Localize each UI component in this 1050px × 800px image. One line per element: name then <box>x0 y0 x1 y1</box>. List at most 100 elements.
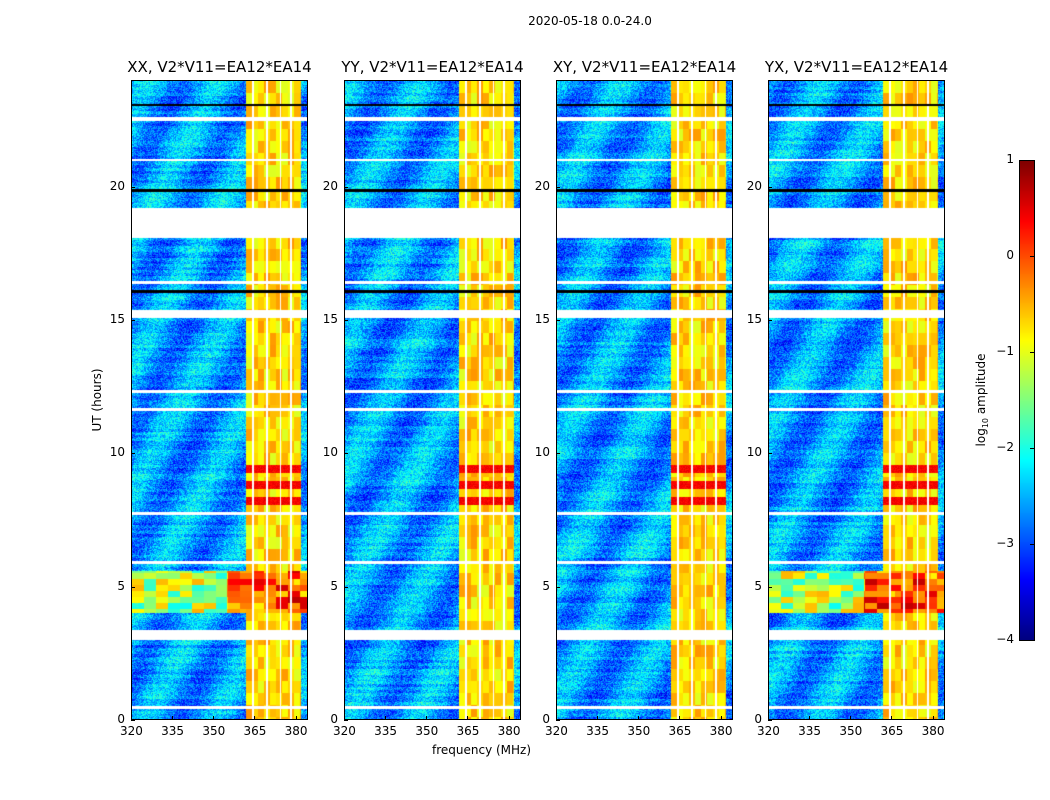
y-tick-label: 0 <box>117 712 125 726</box>
x-tick-mark <box>809 716 811 720</box>
y-tick-mark <box>768 720 772 721</box>
y-tick-label: 0 <box>754 712 762 726</box>
x-tick-mark <box>295 716 297 720</box>
heatmap-panel-xx <box>131 80 308 720</box>
x-tick-mark <box>891 716 893 720</box>
x-tick-label: 320 <box>120 724 143 738</box>
x-tick-label: 350 <box>415 724 439 738</box>
y-tick-mark <box>556 186 560 188</box>
x-tick-label: 320 <box>757 724 780 738</box>
x-tick-label: 350 <box>202 724 226 738</box>
y-tick-label: 15 <box>109 312 125 326</box>
y-tick-label: 0 <box>330 712 338 726</box>
y-tick-label: 0 <box>542 712 550 726</box>
y-tick-mark <box>556 453 560 455</box>
y-tick-label: 15 <box>534 312 550 326</box>
x-tick-mark <box>679 716 681 720</box>
x-tick-label: 380 <box>921 724 945 738</box>
y-tick-label: 5 <box>542 578 550 593</box>
x-tick-mark <box>932 716 934 720</box>
x-axis-label: frequency (MHz) <box>432 743 532 757</box>
colorbar-tick-label: 1 <box>1006 152 1014 166</box>
colorbar-tick-label: −2 <box>996 440 1014 454</box>
x-tick-label: 365 <box>668 724 692 738</box>
y-tick-mark <box>344 186 348 188</box>
x-tick-label: 380 <box>709 724 733 738</box>
x-tick-mark <box>344 716 345 720</box>
heatmap-panel-xy <box>556 80 733 720</box>
y-tick-mark <box>556 320 560 321</box>
y-tick-mark <box>768 320 772 321</box>
colorbar-tick-mark <box>1030 160 1034 161</box>
panel-title: XX, V2*V11=EA12*EA14 <box>127 58 312 76</box>
colorbar-label: log10 amplitude <box>973 353 991 447</box>
y-tick-label: 20 <box>109 178 125 193</box>
colorbar-tick-label: −1 <box>996 344 1014 358</box>
colorbar-tick-mark <box>1030 544 1034 545</box>
y-tick-mark <box>344 720 348 721</box>
x-tick-label: 380 <box>284 724 308 738</box>
y-tick-mark <box>131 586 135 588</box>
colorbar <box>1019 160 1035 641</box>
x-tick-label: 350 <box>839 724 863 738</box>
x-tick-label: 335 <box>161 724 185 738</box>
x-tick-mark <box>556 716 557 720</box>
panel-title: YX, V2*V11=EA12*EA14 <box>764 58 949 76</box>
y-tick-mark <box>556 720 560 721</box>
heatmap-panel-yy <box>344 80 521 720</box>
colorbar-tick-label: −3 <box>996 536 1014 550</box>
y-tick-label: 10 <box>322 445 338 460</box>
x-tick-label: 380 <box>497 724 521 738</box>
y-tick-mark <box>344 320 348 321</box>
x-tick-mark <box>172 716 174 720</box>
y-tick-mark <box>131 453 135 455</box>
y-tick-label: 10 <box>534 445 550 460</box>
heatmap-image <box>132 81 307 719</box>
y-tick-label: 10 <box>746 445 762 460</box>
x-tick-label: 350 <box>627 724 651 738</box>
colorbar-tick-label: −4 <box>996 632 1014 646</box>
y-tick-label: 5 <box>330 578 338 593</box>
x-tick-mark <box>768 716 769 720</box>
y-tick-label: 15 <box>746 312 762 326</box>
x-tick-mark <box>720 716 722 720</box>
x-tick-label: 365 <box>243 724 267 738</box>
panel-title: YY, V2*V11=EA12*EA14 <box>341 58 524 76</box>
panel-title: XY, V2*V11=EA12*EA14 <box>552 58 737 76</box>
colorbar-tick-mark <box>1030 448 1034 449</box>
colorbar-tick-mark <box>1030 352 1034 353</box>
x-tick-label: 320 <box>545 724 568 738</box>
x-tick-mark <box>508 716 510 720</box>
x-tick-mark <box>213 716 215 720</box>
colorbar-tick-label: 0 <box>1006 248 1014 262</box>
x-tick-label: 335 <box>798 724 822 738</box>
x-tick-label: 335 <box>374 724 398 738</box>
heatmap-image <box>769 81 944 719</box>
y-tick-label: 20 <box>746 178 762 193</box>
heatmap-image <box>345 81 520 719</box>
x-tick-mark <box>426 716 428 720</box>
x-tick-mark <box>850 716 852 720</box>
heatmap-panel-yx <box>768 80 945 720</box>
y-tick-mark <box>131 186 135 188</box>
y-tick-mark <box>768 586 772 588</box>
y-tick-mark <box>344 453 348 455</box>
y-tick-label: 15 <box>322 312 338 326</box>
x-tick-label: 365 <box>456 724 480 738</box>
x-tick-mark <box>597 716 599 720</box>
y-axis-label: UT (hours) <box>90 368 104 432</box>
y-tick-label: 10 <box>109 445 125 460</box>
x-tick-label: 365 <box>880 724 904 738</box>
y-tick-mark <box>344 586 348 588</box>
x-tick-label: 335 <box>586 724 610 738</box>
figure-title: 2020-05-18 0.0-24.0 <box>528 14 652 28</box>
x-tick-mark <box>638 716 640 720</box>
colorbar-tick-mark <box>1030 256 1034 257</box>
heatmap-image <box>557 81 732 719</box>
y-tick-mark <box>768 453 772 455</box>
y-tick-mark <box>556 586 560 588</box>
y-tick-label: 20 <box>322 178 338 193</box>
x-tick-mark <box>131 716 132 720</box>
x-tick-mark <box>467 716 469 720</box>
